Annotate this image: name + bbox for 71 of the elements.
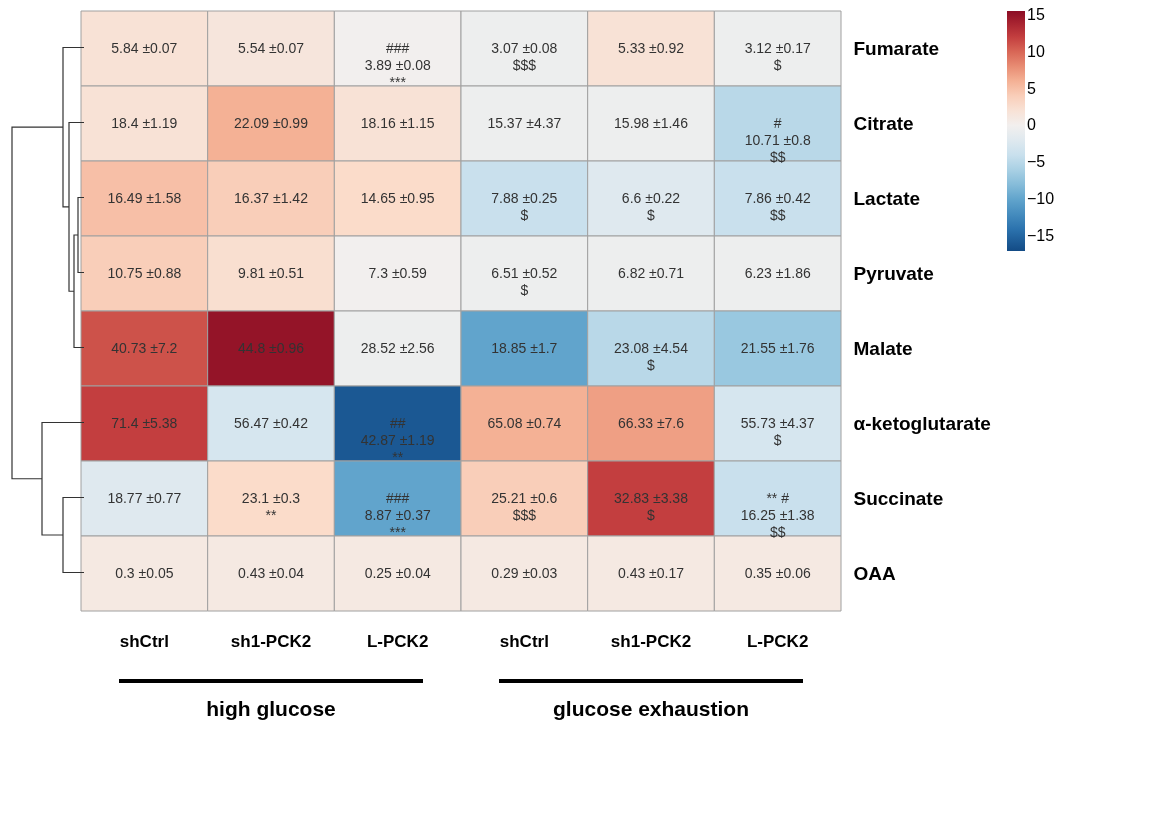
data-label: 5.33 ±0.92 [617, 39, 685, 56]
data-label: 66.33 ±7.6 [617, 414, 685, 431]
data-label: 6.82 ±0.71 [617, 264, 685, 281]
data-label: 15.98 ±1.46 [614, 114, 689, 131]
data-label: 32.83 ±3.38 $ [614, 489, 689, 523]
y-tick-label: OAA [853, 562, 896, 584]
color-bar-label: −5 [1027, 153, 1046, 171]
data-label: 14.65 ±0.95 [360, 189, 435, 206]
y-tick-label: Succinate [853, 487, 944, 509]
data-label: 3.07 ±0.08 $$$ [491, 39, 558, 73]
data-label: 0.3 ±0.05 [115, 564, 174, 581]
y-tick-label: Citrate [853, 112, 914, 134]
data-label: 22.09 ±0.99 [234, 114, 309, 131]
x-tick-label: sh1-PCK2 [610, 631, 692, 651]
data-label: 7.88 ±0.25 $ [491, 189, 558, 223]
data-label: 7.86 ±0.42 $$ [744, 189, 811, 223]
y-tick-label: Lactate [853, 187, 921, 209]
data-label: 28.52 ±2.56 [360, 339, 435, 356]
data-label: 44.8 ±0.96 [237, 339, 305, 356]
x-tick-label: L-PCK2 [746, 631, 809, 651]
data-label: 6.6 ±0.22 $ [621, 189, 681, 223]
x-tick-label: L-PCK2 [366, 631, 429, 651]
x-tick-label: shCtrl [499, 631, 549, 651]
color-bar-label: −10 [1027, 190, 1055, 208]
data-label: 6.23 ±1.86 [744, 264, 811, 281]
data-label: 16.49 ±1.58 [107, 189, 182, 206]
y-tick-label: Pyruvate [853, 262, 934, 284]
data-label: 23.08 ±4.54 $ [614, 339, 689, 373]
data-label: 18.77 ±0.77 [107, 489, 182, 506]
data-label: 23.1 ±0.3 ** [241, 489, 301, 523]
data-label: 15.37 ±4.37 [487, 114, 562, 131]
data-label: 0.25 ±0.04 [364, 564, 431, 581]
data-label: 5.54 ±0.07 [237, 39, 305, 56]
data-label: 0.43 ±0.17 [617, 564, 685, 581]
text: high glucose [206, 697, 336, 720]
color-bar-label: 10 [1027, 42, 1045, 60]
data-label: 71.4 ±5.38 [111, 414, 178, 431]
data-label: 6.51 ±0.52 $ [491, 264, 558, 298]
color-bar-label: 5 [1027, 79, 1036, 97]
y-tick-label: Malate [853, 337, 913, 359]
data-label: 55.73 ±4.37 $ [740, 414, 815, 448]
data-label: 7.3 ±0.59 [368, 264, 428, 281]
data-label: 0.29 ±0.03 [491, 564, 558, 581]
color-bar-label: −15 [1027, 227, 1055, 245]
data-label: ### 8.87 ±0.37 *** [364, 489, 431, 540]
text: glucose exhaustion [552, 697, 750, 720]
y-tick-label: Fumarate [853, 37, 940, 59]
data-label: # 10.71 ±0.8 $$ [744, 114, 811, 165]
data-label: 18.16 ±1.15 [360, 114, 435, 131]
data-label: 56.47 ±0.42 [234, 414, 309, 431]
data-label: 65.08 ±0.74 [487, 414, 562, 431]
data-label: 0.35 ±0.06 [744, 564, 811, 581]
color-bar-label: 0 [1027, 116, 1036, 134]
data-label: 9.81 ±0.51 [237, 264, 305, 281]
data-label: 3.12 ±0.17 $ [744, 39, 811, 73]
data-label: ** # 16.25 ±1.38 $$ [740, 489, 815, 540]
color-bar-label: 15 [1027, 5, 1045, 23]
data-label: 21.55 ±1.76 [740, 339, 815, 356]
data-label: ## 42.87 ±1.19 ** [360, 414, 435, 465]
data-label: 18.85 ±1.7 [491, 339, 558, 356]
data-label: ### 3.89 ±0.08 *** [364, 39, 431, 90]
data-label: 10.75 ±0.88 [107, 264, 182, 281]
data-label: 18.4 ±1.19 [111, 114, 178, 131]
data-label: 25.21 ±0.6 $$$ [491, 489, 558, 523]
data-label: 0.43 ±0.04 [237, 564, 305, 581]
y-tick-label: α-ketoglutarate [853, 412, 991, 434]
data-label: 5.84 ±0.07 [111, 39, 178, 56]
x-tick-label: shCtrl [119, 631, 169, 651]
data-label: 16.37 ±1.42 [234, 189, 309, 206]
data-label: 40.73 ±7.2 [111, 339, 178, 356]
x-tick-label: sh1-PCK2 [230, 631, 312, 651]
